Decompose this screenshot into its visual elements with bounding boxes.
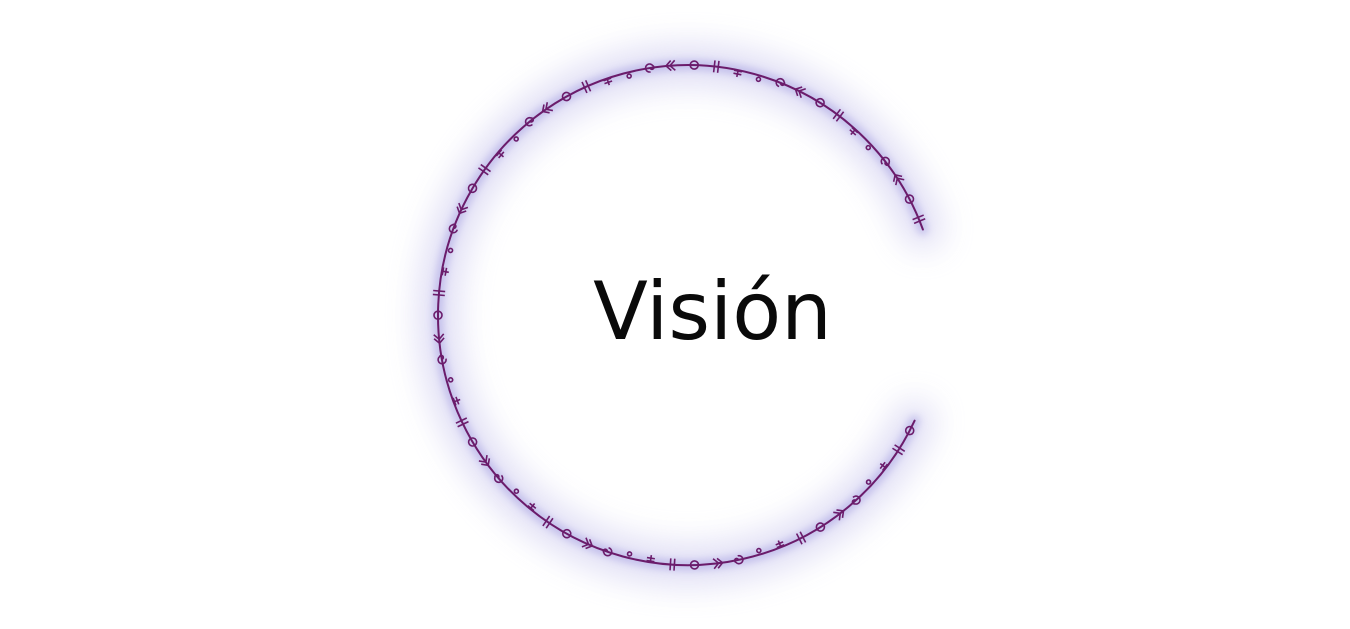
glyph-trident-icon [879,461,889,471]
ring-line [437,64,924,567]
glyph-chevron-icon [664,59,676,72]
glyph-circle-icon [815,522,826,532]
glyph-chevron-icon [712,557,724,570]
glyph-circle-icon [467,183,478,194]
glyph-double-bar-icon [892,444,906,456]
glyph-dot-icon [626,73,632,79]
glyph-circle-icon [561,528,572,539]
glyph-double-bar-icon [432,289,446,297]
glyph-circle-icon [433,310,443,321]
glyph-circle-icon [689,60,700,70]
glyph-chevron-icon [433,333,445,345]
glyph-dot-icon [755,76,762,83]
glyph-trident-icon [603,77,613,86]
glyph-double-bar-icon [477,163,492,176]
glyph-trident-icon [495,149,505,159]
glyph-circle-icon [904,425,915,436]
glyph-double-bar-icon [542,515,554,529]
glyph-double-bar-icon [832,108,845,122]
glyph-dot-icon [447,247,454,254]
glyph-double-bar-icon [912,214,926,225]
glyph-circle-icon [904,194,915,204]
glyph-spiral-icon [493,473,504,484]
glyph-trident-icon [452,396,461,406]
glyph-double-bar-icon [581,79,592,94]
glyph-double-bar-icon [712,60,720,73]
ring-glyphs [432,59,926,571]
glyph-chevron-icon [892,173,905,186]
glyph-spiral-icon [851,495,861,505]
glyph-chevron-icon [541,102,554,114]
glyph-trident-icon [775,540,785,549]
glyph-chevron-icon [794,86,806,98]
page-title: Visión [593,265,832,358]
glyph-dot-icon [756,547,762,554]
glyph-trident-icon [527,502,537,512]
glyph-spiral-icon [524,116,535,127]
glyph-spiral-icon [448,223,459,234]
glyph-chevron-icon [581,537,594,550]
glyph-spiral-icon [880,156,891,166]
glyph-dot-icon [447,377,454,383]
glyph-spiral-icon [644,63,655,73]
glyph-spiral-icon [775,77,786,88]
glyph-circle-icon [815,97,825,108]
glyph-circle-icon [467,437,478,447]
glyph-chevron-icon [478,455,491,467]
glyph-chevron-icon [456,202,469,215]
glyph-trident-icon [441,267,449,276]
glyph-trident-icon [849,126,859,136]
glyph-double-bar-icon [669,558,676,571]
glyph-chevron-icon [833,509,845,521]
glyph-dot-icon [865,479,872,485]
glyph-trident-icon [733,69,743,78]
glyph-spiral-icon [733,554,744,565]
glyph-dot-icon [626,551,633,557]
glyph-double-bar-icon [455,417,469,428]
glyph-spiral-icon [602,547,613,557]
glyph-dot-icon [865,144,872,151]
glyph-circle-icon [561,91,572,102]
glyph-double-bar-icon [795,531,807,545]
glyph-circle-icon [689,560,700,570]
glyph-dot-icon [513,136,519,142]
glyph-spiral-icon [437,354,447,365]
glyph-dot-icon [513,488,520,495]
glyph-trident-icon [646,555,655,563]
